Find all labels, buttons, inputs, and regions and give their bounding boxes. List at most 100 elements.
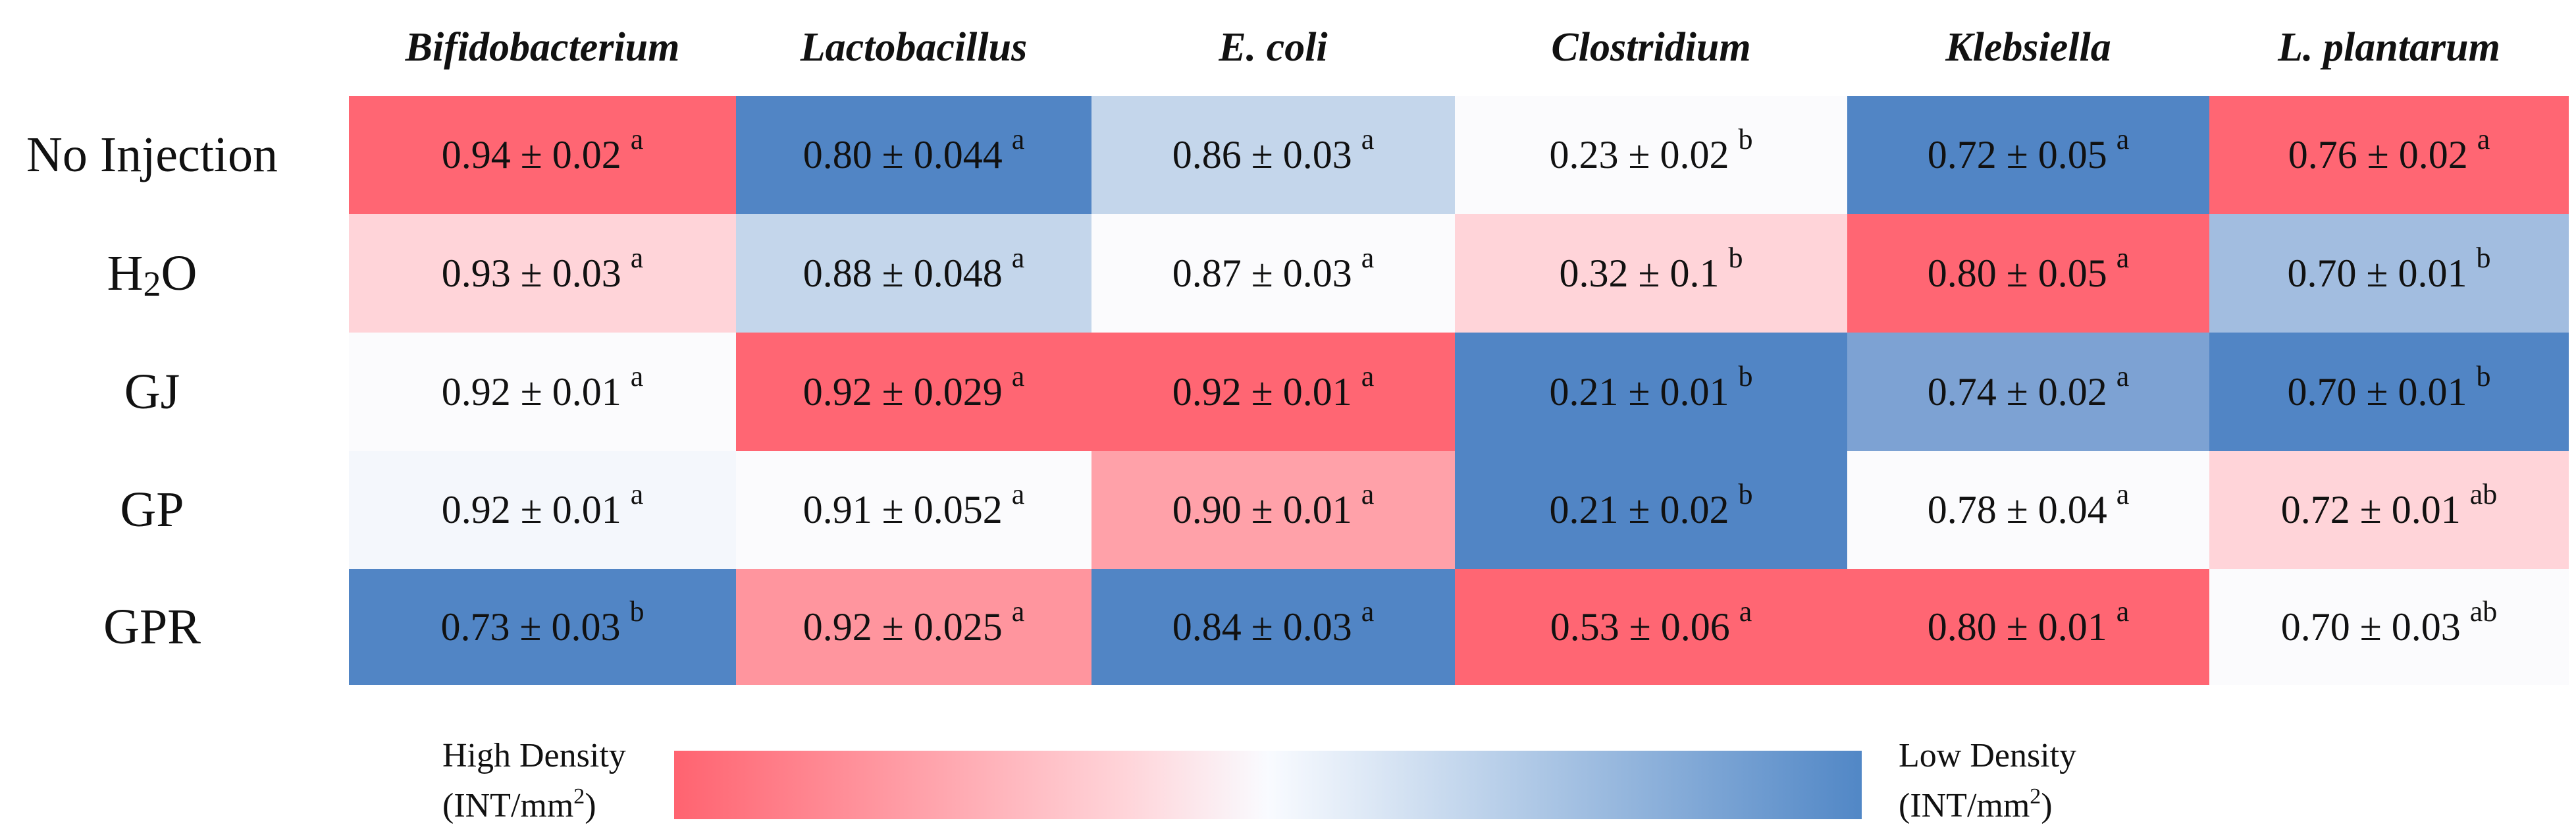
row-label: GPR [103,599,201,655]
column-header: Klebsiella [1945,24,2111,70]
cell-significance-letter: a [1011,123,1025,155]
heatmap-cell: 0.72 ± 0.01 ab [2209,451,2569,569]
cell-significance-letter: a [2116,360,2130,392]
row-label: No Injection [26,127,278,182]
legend-low-unit: (INT/mm2) [1899,784,2053,824]
cell-value: 0.92 ± 0.01 [441,369,621,414]
legend-high-label: High Density (INT/mm2) [442,731,626,835]
cell-significance-letter: a [1361,478,1375,510]
heatmap-cell: 0.93 ± 0.03 a [349,214,736,333]
heatmap-cell: 0.73 ± 0.03 b [349,569,736,685]
heatmap-cell: 0.94 ± 0.02 a [349,96,736,214]
cell-significance-letter: a [1011,478,1025,510]
heatmap-cell: 0.92 ± 0.01 a [349,333,736,451]
cell-significance-letter: a [1011,595,1025,628]
cell-value: 0.93 ± 0.03 [441,251,621,295]
row-label: GJ [124,364,180,419]
heatmap-cell: 0.74 ± 0.02 a [1847,333,2209,451]
cell-value: 0.86 ± 0.03 [1172,133,1352,176]
heatmap-cell: 0.78 ± 0.04 a [1847,451,2209,569]
cell-significance-letter: a [1361,241,1375,274]
heatmap-cell: 0.92 ± 0.025 a [736,569,1091,685]
cell-value: 0.32 ± 0.1 [1559,251,1720,295]
cell-significance-letter: a [630,478,644,510]
heatmap-cell: 0.92 ± 0.01 a [1091,333,1455,451]
cell-significance-letter: a [630,123,644,155]
heatmap-cell: 0.21 ± 0.02 b [1455,451,1847,569]
heatmap-cell: 0.80 ± 0.01 a [1847,569,2209,685]
cell-value: 0.90 ± 0.01 [1172,488,1352,531]
legend-high-title: High Density [442,737,626,774]
column-header: L. plantarum [2278,24,2500,70]
heatmap-cell: 0.87 ± 0.03 a [1091,214,1455,333]
legend-gradient-bar [674,751,1862,819]
cell-value: 0.92 ± 0.01 [441,488,621,531]
cell-value: 0.84 ± 0.03 [1172,605,1352,649]
heatmap-cell: 0.23 ± 0.02 b [1455,96,1847,214]
cell-value: 0.21 ± 0.02 [1549,488,1729,531]
cell-significance-letter: b [629,595,644,628]
cell-significance-letter: a [2116,241,2130,274]
legend-low-title: Low Density [1899,737,2077,774]
cell-value: 0.92 ± 0.029 [802,369,1003,414]
column-header: Bifidobacterium [405,24,680,70]
heatmap-cell: 0.92 ± 0.029 a [736,333,1091,451]
cell-value: 0.92 ± 0.025 [802,605,1003,649]
cell-value: 0.78 ± 0.04 [1927,488,2107,531]
column-header: E. coli [1219,24,1328,70]
heatmap-cell: 0.72 ± 0.05 a [1847,96,2209,214]
cell-value: 0.70 ± 0.01 [2287,251,2467,295]
heatmap-cell: 0.70 ± 0.01 b [2209,333,2569,451]
heatmap-cell: 0.70 ± 0.01 b [2209,214,2569,333]
heatmap-cell: 0.90 ± 0.01 a [1091,451,1455,569]
cell-significance-letter: a [630,241,644,274]
cell-significance-letter: a [2116,123,2130,155]
heatmap-cell: 0.32 ± 0.1 b [1455,214,1847,333]
cell-value: 0.70 ± 0.01 [2287,369,2467,414]
column-header: Lactobacillus [800,24,1028,70]
cell-significance-letter: b [2476,241,2491,274]
cell-significance-letter: b [1738,360,1753,392]
cell-significance-letter: ab [2469,595,2498,628]
cell-significance-letter: a [630,360,644,392]
cell-value: 0.72 ± 0.05 [1927,133,2107,176]
cell-value: 0.87 ± 0.03 [1172,251,1352,295]
heatmap-cell: 0.92 ± 0.01 a [349,451,736,569]
cell-significance-letter: a [1011,360,1025,392]
cell-value: 0.53 ± 0.06 [1550,605,1730,649]
heatmap-cell: 0.76 ± 0.02 a [2209,96,2569,214]
cell-value: 0.21 ± 0.01 [1549,369,1729,414]
cell-significance-letter: a [1361,595,1375,628]
cell-value: 0.94 ± 0.02 [441,133,621,176]
cell-value: 0.88 ± 0.048 [802,251,1003,295]
cell-significance-letter: b [1738,123,1753,155]
cell-value: 0.73 ± 0.03 [440,605,621,649]
legend-low-label: Low Density (INT/mm2) [1899,731,2076,835]
cell-significance-letter: a [1361,123,1375,155]
cell-value: 0.80 ± 0.05 [1927,251,2107,295]
cell-significance-letter: b [1738,478,1753,510]
cell-significance-letter: b [2476,360,2491,392]
cell-value: 0.92 ± 0.01 [1172,369,1352,414]
cell-value: 0.80 ± 0.044 [802,133,1003,176]
cell-significance-letter: a [2116,595,2130,628]
cell-significance-letter: a [2477,123,2490,155]
cell-significance-letter: a [2116,478,2130,510]
heatmap-cell: 0.86 ± 0.03 a [1091,96,1455,214]
heatmap-cell: 0.80 ± 0.05 a [1847,214,2209,333]
cell-value: 0.72 ± 0.01 [2280,488,2461,531]
cell-significance-letter: a [1739,595,1752,628]
cell-significance-letter: ab [2469,478,2498,510]
cell-significance-letter: b [1728,241,1743,274]
heatmap-cell: 0.53 ± 0.06 a [1455,569,1847,685]
cell-value: 0.80 ± 0.01 [1927,605,2107,649]
heatmap-cell: 0.91 ± 0.052 a [736,451,1091,569]
cell-value: 0.91 ± 0.052 [802,488,1003,531]
row-label: GP [120,482,184,537]
heatmap-cell: 0.80 ± 0.044 a [736,96,1091,214]
cell-significance-letter: a [1011,241,1025,274]
heatmap-cell: 0.21 ± 0.01 b [1455,333,1847,451]
legend-high-unit: (INT/mm2) [442,784,596,824]
cell-value: 0.23 ± 0.02 [1549,133,1729,176]
